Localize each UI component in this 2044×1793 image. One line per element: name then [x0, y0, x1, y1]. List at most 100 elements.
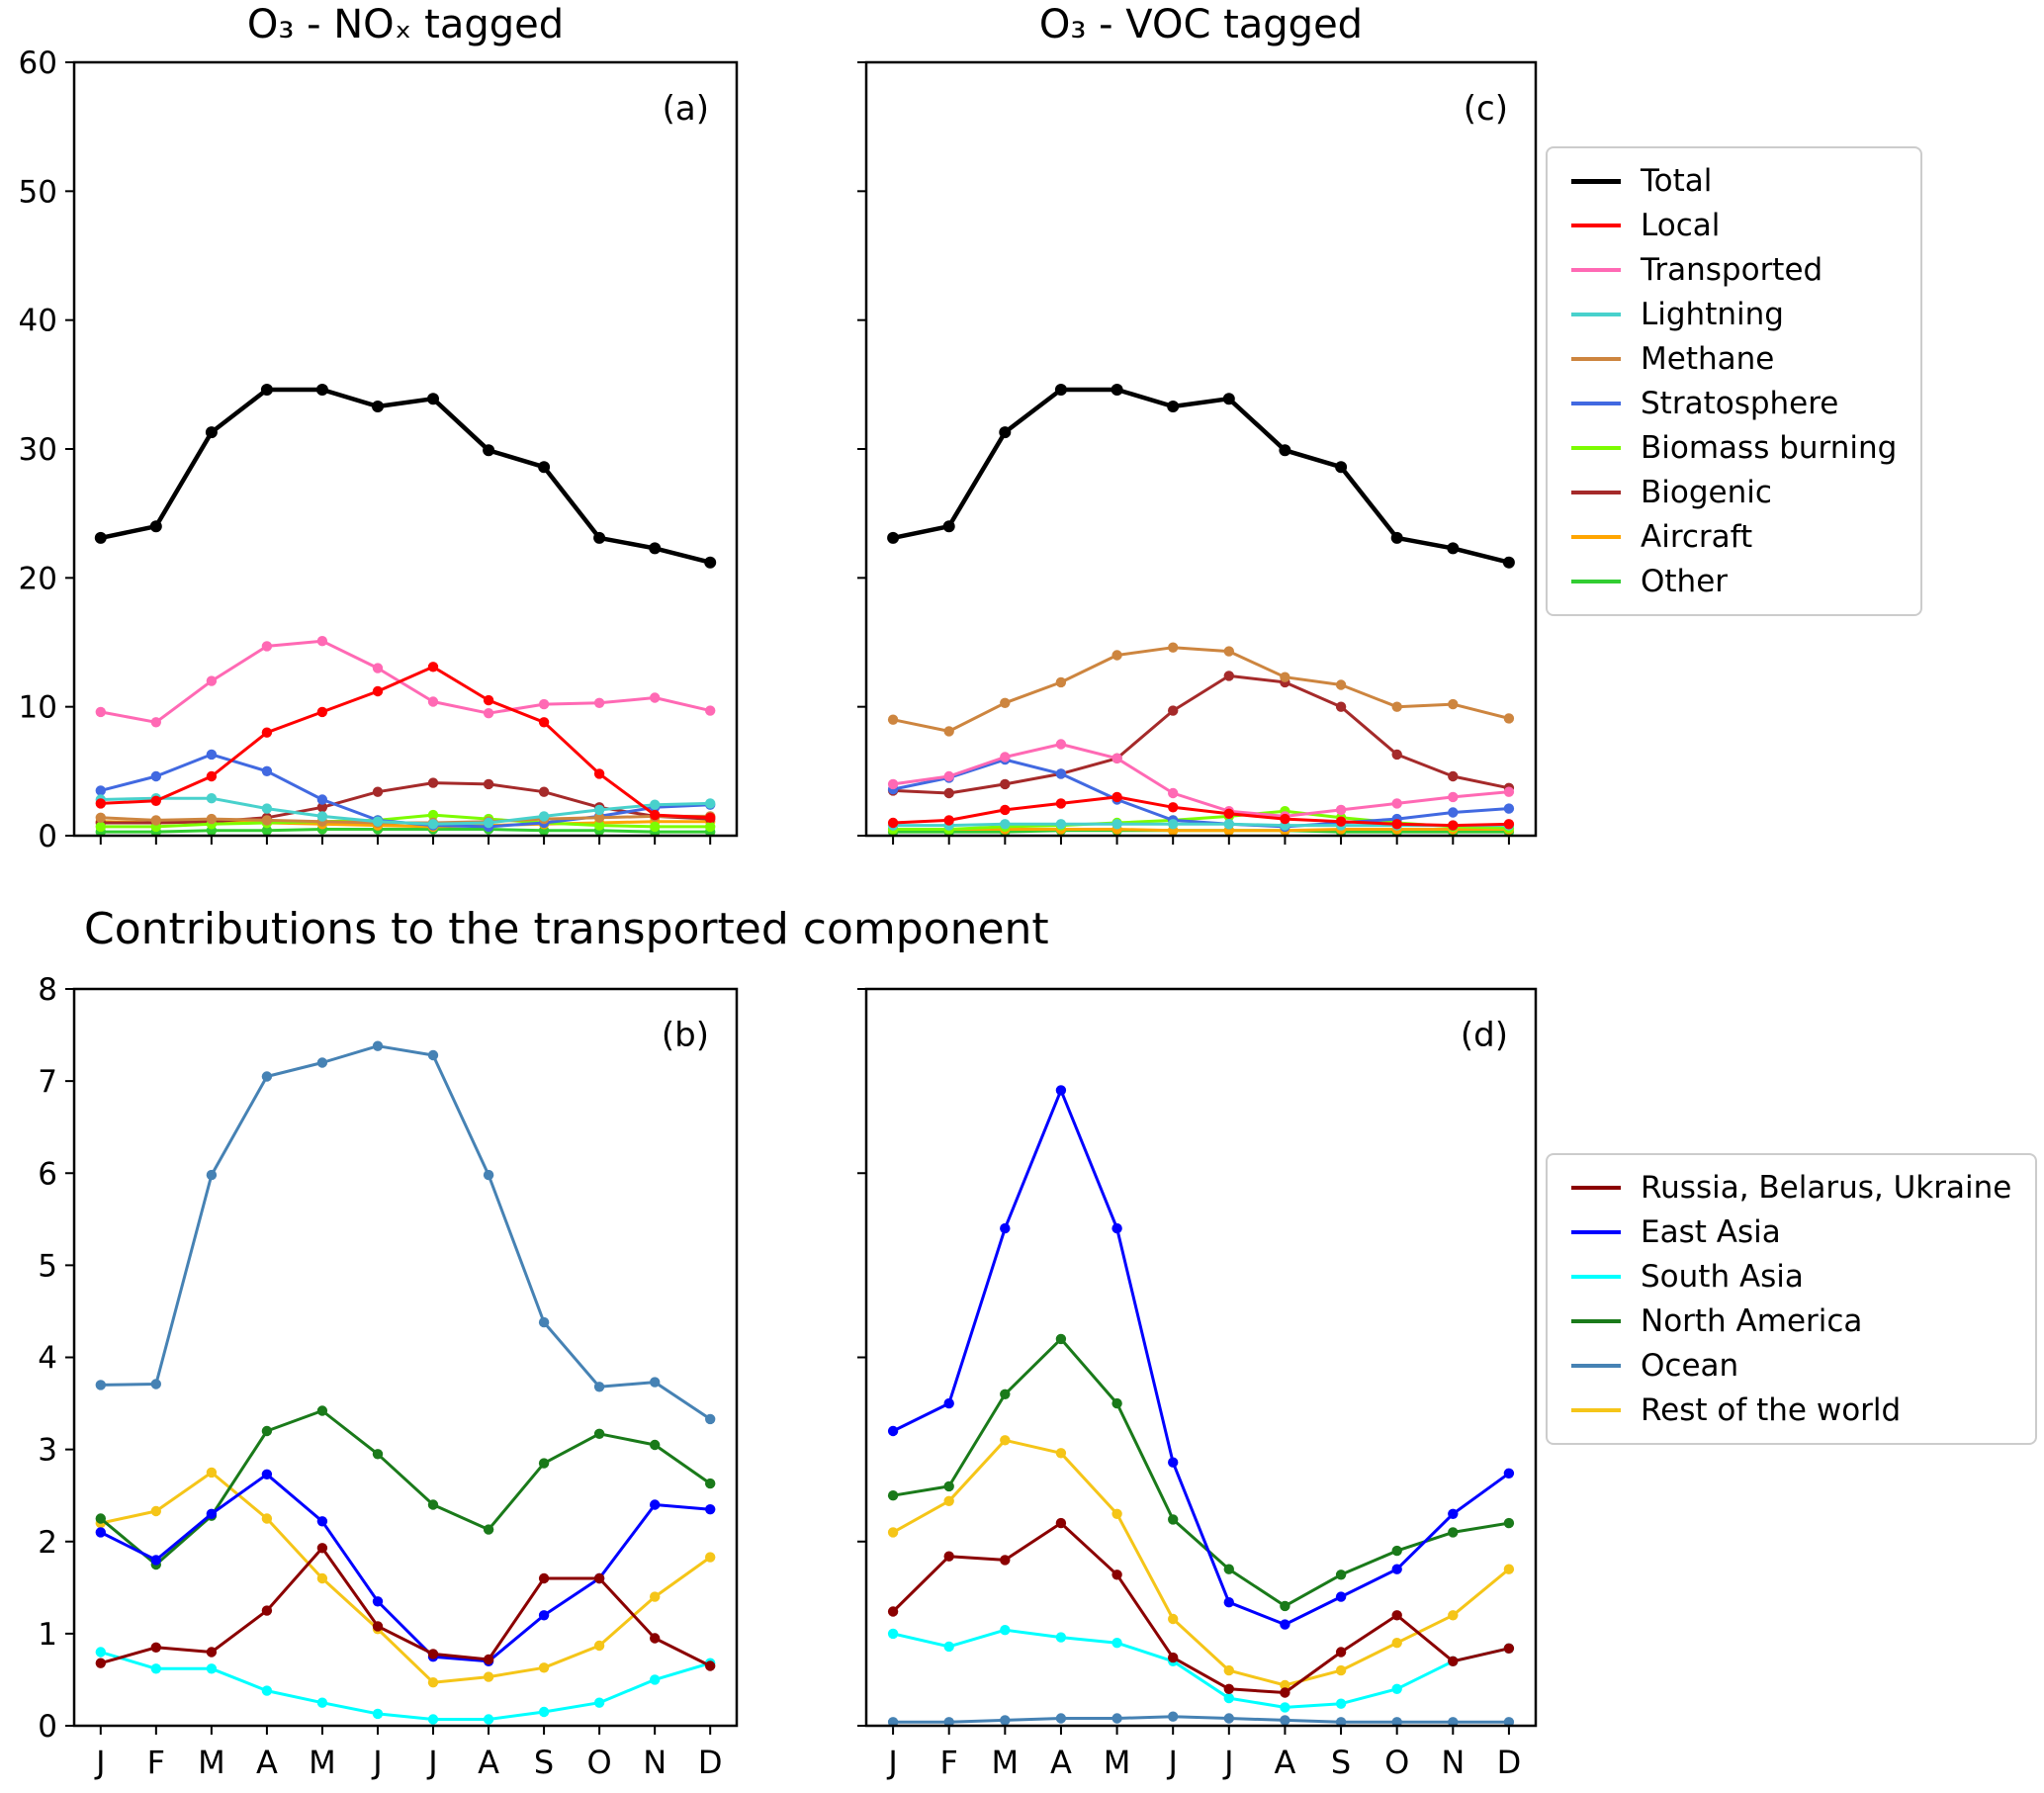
legend-item-south-asia: South Asia	[1571, 1260, 2011, 1294]
marker	[372, 1596, 384, 1607]
marker	[705, 1478, 716, 1489]
marker	[1223, 1564, 1235, 1574]
marker	[316, 1543, 328, 1554]
x-tick-label: J	[1166, 1744, 1177, 1781]
marker	[150, 1505, 161, 1517]
marker	[887, 1425, 899, 1437]
marker	[1000, 804, 1011, 816]
marker	[593, 812, 605, 823]
marker	[316, 1697, 328, 1708]
panel-c-plot: (c)	[857, 60, 1538, 845]
legend-swatch	[1571, 1408, 1621, 1412]
legend-swatch	[1571, 1275, 1621, 1279]
marker	[943, 1480, 954, 1492]
plot-frame	[72, 987, 739, 1728]
marker	[1391, 1638, 1402, 1649]
marker	[483, 1169, 494, 1181]
marker	[650, 799, 661, 810]
legend-swatch	[1571, 580, 1621, 583]
marker	[1000, 1625, 1011, 1636]
marker	[943, 1551, 954, 1562]
legend-label: Ocean	[1641, 1348, 1739, 1384]
legend-label: Local	[1641, 208, 1721, 243]
marker	[1055, 1085, 1067, 1096]
marker	[538, 1572, 550, 1584]
marker	[1390, 531, 1403, 544]
marker	[1280, 1600, 1290, 1612]
legend-label: South Asia	[1641, 1259, 1804, 1295]
marker	[538, 461, 551, 474]
x-tick-label: J	[94, 1744, 105, 1781]
legend-swatch	[1571, 313, 1621, 316]
marker	[316, 706, 328, 718]
marker	[94, 531, 107, 544]
series-line	[891, 1088, 1511, 1627]
x-tick-label: D	[698, 1744, 723, 1781]
marker	[593, 820, 605, 831]
marker	[1391, 749, 1402, 761]
marker	[887, 1527, 899, 1538]
series-south-asia	[887, 1625, 1515, 1713]
marker	[427, 819, 439, 830]
series-local	[887, 791, 1515, 831]
legend-label: Methane	[1641, 341, 1775, 377]
marker	[650, 809, 661, 821]
series-line	[99, 1409, 712, 1567]
plot-frame	[864, 60, 1538, 838]
series-line	[891, 1521, 1511, 1694]
legend-item-north-america: North America	[1571, 1304, 2011, 1338]
x-tick-label: F	[939, 1744, 957, 1781]
marker	[95, 1513, 107, 1524]
marker	[1222, 393, 1235, 405]
marker	[427, 1049, 439, 1061]
marker	[705, 705, 716, 716]
marker	[1223, 1692, 1235, 1704]
marker	[593, 1697, 605, 1708]
marker	[1111, 1222, 1122, 1234]
x-tick-label: O	[587, 1744, 612, 1781]
marker	[593, 531, 606, 544]
series-line	[890, 387, 1512, 565]
series-line	[891, 1438, 1511, 1687]
marker	[887, 1628, 899, 1640]
marker	[1168, 705, 1179, 716]
marker	[943, 1495, 954, 1507]
panel-label: (a)	[663, 89, 709, 129]
y-tick-label: 8	[38, 972, 57, 1008]
marker	[95, 1658, 107, 1668]
marker	[593, 697, 605, 708]
marker	[1503, 1468, 1515, 1479]
panel-a-title: O₃ - NOₓ tagged	[246, 2, 565, 47]
marker	[427, 1714, 439, 1725]
marker	[593, 1572, 605, 1584]
marker	[372, 401, 384, 412]
panel-c-title: O₃ - VOC tagged	[1038, 2, 1364, 47]
marker	[150, 795, 161, 806]
series-north-america	[95, 1405, 716, 1570]
series-line	[99, 1471, 712, 1684]
marker	[538, 786, 550, 797]
marker	[150, 717, 161, 728]
marker	[1223, 808, 1235, 819]
marker	[95, 1527, 107, 1538]
legend-item-aircraft: Aircraft	[1571, 520, 1897, 554]
x-tick-label: M	[198, 1744, 225, 1781]
marker	[1000, 1555, 1011, 1566]
marker	[1055, 819, 1067, 830]
marker	[1168, 1652, 1179, 1663]
marker	[1167, 401, 1180, 412]
marker	[650, 821, 661, 833]
legend-bottom: Russia, Belarus, Ukraine East Asia South A…	[1546, 1153, 2038, 1445]
marker	[1448, 1610, 1459, 1621]
marker	[1000, 1389, 1011, 1400]
marker	[1000, 1715, 1011, 1726]
legend-swatch	[1571, 1230, 1621, 1234]
marker	[1055, 739, 1067, 750]
marker	[1055, 798, 1067, 809]
series-total	[94, 384, 717, 569]
marker	[1168, 1711, 1179, 1722]
marker	[150, 770, 161, 782]
marker	[1448, 770, 1459, 782]
x-tick-label: F	[147, 1744, 165, 1781]
marker	[261, 1513, 273, 1524]
